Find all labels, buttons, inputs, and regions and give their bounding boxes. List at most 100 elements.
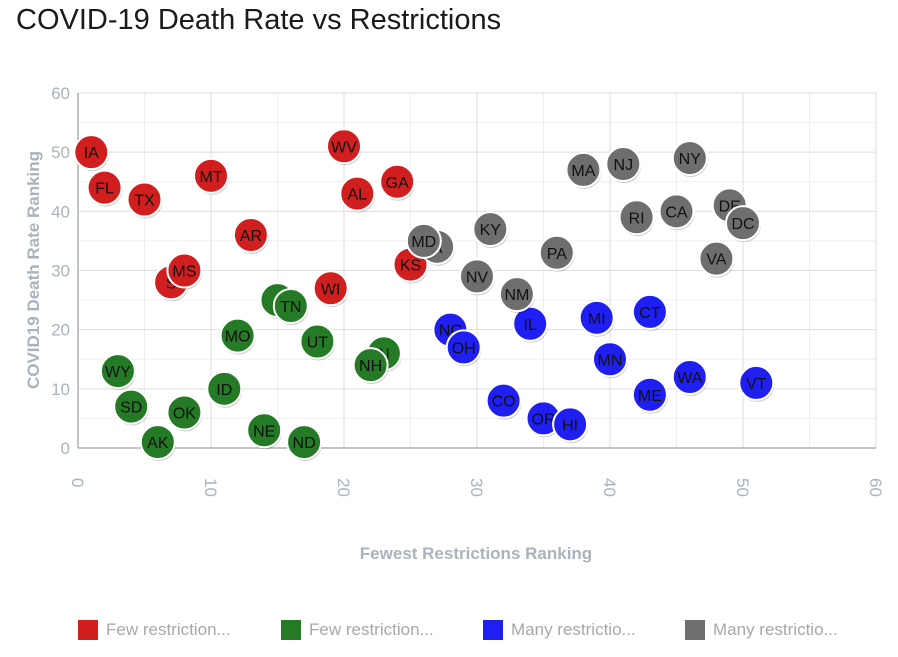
data-point-label: CA (665, 204, 688, 221)
data-point (512, 305, 549, 342)
data-point-label: MI (588, 311, 606, 328)
x-tick-label: 50 (733, 478, 752, 497)
data-point-label: ID (216, 382, 232, 399)
legend-item[interactable]: Many restrictio... (483, 620, 636, 640)
data-point-label: MS (172, 264, 196, 281)
data-point (671, 140, 708, 177)
data-point-label: AK (147, 435, 169, 452)
data-point-label: NM (504, 287, 529, 304)
data-point-label: NE (253, 423, 275, 440)
data-point (671, 359, 708, 395)
data-point-label: FL (95, 181, 114, 198)
data-point-label: WV (331, 139, 357, 156)
data-point-label: WI (321, 281, 341, 298)
data-point-label: PA (547, 246, 567, 263)
data-point (631, 376, 668, 413)
data-point (246, 412, 283, 449)
x-axis-label: Fewest Restrictions Ranking (360, 544, 592, 563)
chart-title: COVID-19 Death Rate vs Restrictions (16, 4, 502, 36)
data-point (193, 157, 229, 194)
data-point-label: SD (120, 400, 142, 417)
data-point (86, 169, 123, 206)
legend-label: Many restrictio... (511, 620, 636, 639)
y-tick-label: 10 (51, 380, 70, 399)
x-tick-label: 0 (68, 478, 87, 487)
legend-item[interactable]: Few restriction... (281, 620, 434, 640)
data-point (698, 240, 735, 277)
data-point (219, 317, 256, 354)
y-tick-label: 50 (51, 143, 70, 162)
data-point-label: MT (199, 169, 222, 186)
y-tick-label: 30 (51, 262, 70, 281)
x-tick-label: 60 (866, 478, 885, 497)
legend-label: Few restriction... (106, 620, 231, 639)
data-point-label: MA (571, 163, 595, 180)
data-point (166, 394, 203, 431)
data-point (73, 134, 110, 171)
data-point (472, 211, 509, 248)
data-point-label: MN (598, 352, 623, 369)
data-point-label: HI (562, 417, 578, 434)
data-point-label: WA (677, 370, 703, 387)
legend-swatch (281, 620, 301, 640)
data-point (326, 128, 362, 165)
data-point (99, 353, 136, 390)
data-point (312, 270, 349, 307)
data-point (379, 163, 416, 200)
data-point (592, 341, 628, 378)
data-point-label: OK (173, 406, 196, 423)
data-point-label: ND (293, 435, 316, 452)
data-point (352, 347, 389, 384)
x-tick-label: 30 (467, 478, 486, 497)
data-point (113, 388, 150, 425)
data-point-label: VT (746, 376, 767, 393)
data-point (139, 424, 176, 461)
y-tick-label: 60 (51, 84, 70, 103)
data-point-label: CT (639, 305, 661, 322)
legend-label: Few restriction... (309, 620, 434, 639)
data-point (658, 193, 695, 230)
data-point (459, 258, 495, 295)
data-point (498, 276, 535, 313)
data-point (605, 146, 642, 182)
data-point-label: NY (679, 151, 702, 168)
data-point-label: NH (359, 358, 382, 375)
chart-legend: Few restriction... Few restriction... Many… (0, 620, 898, 646)
data-point-label: AR (240, 228, 262, 245)
y-axis-label: COVID19 Death Rate Ranking (24, 151, 43, 389)
data-point (272, 288, 309, 324)
data-point (552, 406, 589, 443)
data-point (738, 364, 775, 401)
data-point-label: MD (411, 234, 436, 251)
data-point-label: CO (492, 394, 516, 411)
legend-item[interactable]: Few restriction... (78, 620, 231, 640)
data-point-label: GA (386, 175, 409, 192)
data-point-label: DC (731, 216, 754, 233)
data-point-label: IL (524, 317, 537, 334)
data-point-label: OR (532, 411, 556, 428)
data-point (445, 329, 482, 366)
data-point (578, 299, 615, 336)
data-point (299, 323, 336, 360)
data-point (232, 217, 269, 253)
data-point (405, 222, 442, 259)
data-point-label: KY (480, 222, 502, 239)
data-point (631, 293, 668, 330)
series-2: WYSDAKOKIDMONEATNNDUTNNH (99, 282, 402, 462)
data-point-label: OH (452, 340, 476, 357)
axes: 0 10 20 30 40 50 60 0 10 20 30 40 50 60 (51, 84, 885, 497)
data-point (339, 175, 376, 212)
data-point (725, 205, 761, 242)
data-point-label: TN (280, 299, 301, 316)
data-point-label: RI (629, 210, 645, 227)
data-point-label: VA (706, 252, 726, 269)
x-tick-label: 20 (334, 478, 353, 497)
legend-item[interactable]: Many restrictio... (685, 620, 838, 640)
data-point-label: WY (105, 364, 131, 381)
data-point-label: ME (638, 388, 662, 405)
data-point-label: S (166, 275, 177, 292)
x-tick-label: 10 (201, 478, 220, 497)
data-points: IAFLTXSMSMTARWIWVALGAKSWYSDAKOKIDMONEATN… (73, 128, 775, 462)
data-point (618, 199, 655, 236)
